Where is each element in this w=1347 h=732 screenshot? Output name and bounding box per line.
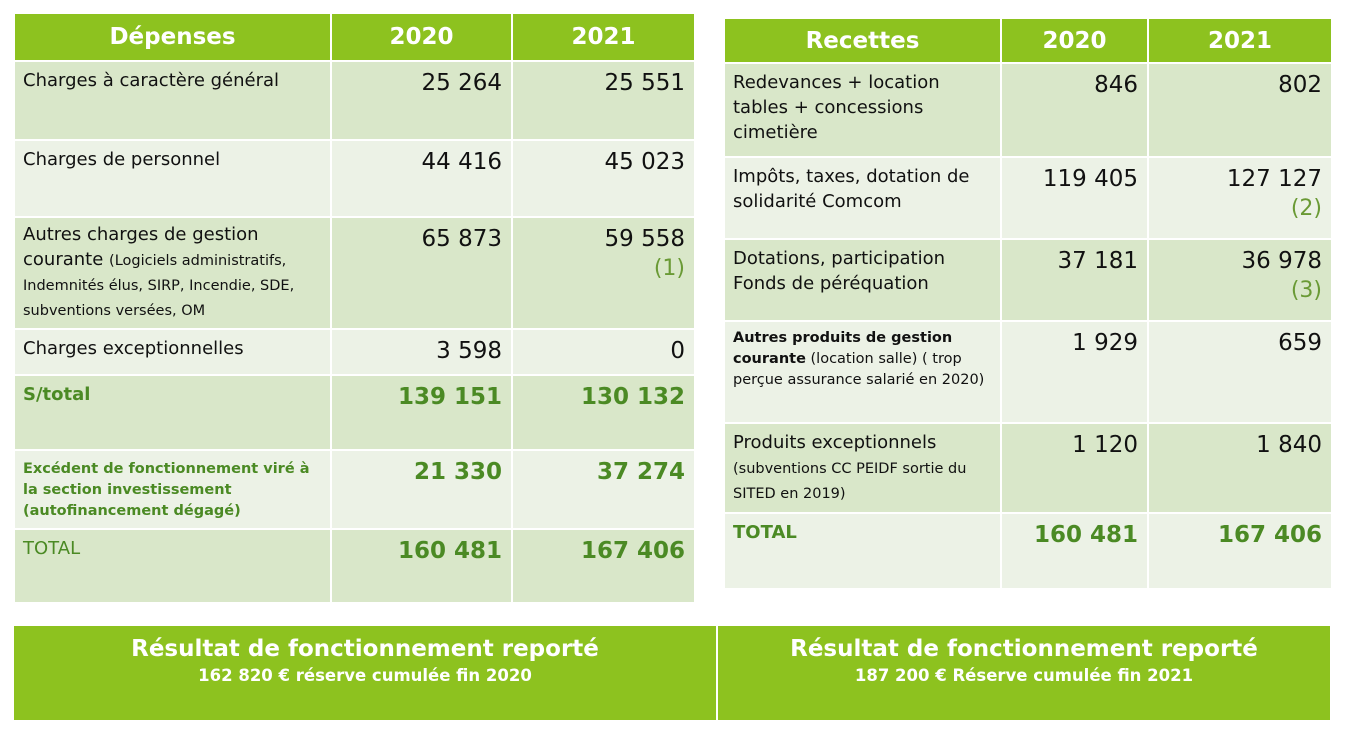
row-label: Charges de personnel xyxy=(13,139,332,218)
table-row: Autres produits de gestion courante (loc… xyxy=(723,320,1333,424)
row-label: TOTAL xyxy=(13,528,332,604)
result-title: Résultat de fonctionnement reporté xyxy=(790,636,1258,662)
label-detail: (Logiciels administratifs, Indemnités él… xyxy=(23,253,295,319)
header-depenses: Dépenses xyxy=(13,12,332,62)
label-main: Produits exceptionnels xyxy=(733,432,937,453)
depenses-table: Dépenses 2020 2021 Charges à caractère gén… xyxy=(13,12,696,604)
value-2021: 45 023 xyxy=(511,139,696,218)
header-2021: 2021 xyxy=(1147,17,1333,64)
value-2020: 119 405 xyxy=(1000,156,1149,240)
value-2021: 37 274 xyxy=(511,449,696,530)
row-label: TOTAL xyxy=(723,512,1002,590)
footnote-ref: (3) xyxy=(1290,278,1322,303)
result-title: Résultat de fonctionnement reporté xyxy=(131,636,599,662)
footnote-ref: (2) xyxy=(1290,196,1322,221)
table-row: Redevances + location tables + concessio… xyxy=(723,62,1333,158)
label-main: Autres charges de gestion courante xyxy=(23,224,259,270)
value-2021: 36 978 (3) xyxy=(1147,238,1333,322)
value-2021: 25 551 xyxy=(511,60,696,141)
row-label: Autres produits de gestion courante (loc… xyxy=(723,320,1002,424)
value-2021: 127 127 (2) xyxy=(1147,156,1333,240)
row-label: Dotations, participation Fonds de péréqu… xyxy=(723,238,1002,322)
value-2021: 167 406 xyxy=(1147,512,1333,590)
value-2020: 65 873 xyxy=(330,216,513,330)
table-row: Charges à caractère général 25 264 25 551 xyxy=(13,60,696,141)
row-label: Redevances + location tables + concessio… xyxy=(723,62,1002,158)
value-2020: 1 120 xyxy=(1000,422,1149,514)
value-2021: 130 132 xyxy=(511,374,696,451)
row-label: Excédent de fonctionnement viré à la sec… xyxy=(13,449,332,530)
table-row: Excédent de fonctionnement viré à la sec… xyxy=(13,449,696,530)
value-2020: 25 264 xyxy=(330,60,513,141)
value: 127 127 xyxy=(1226,166,1322,192)
row-label: Produits exceptionnels (subventions CC PE… xyxy=(723,422,1002,514)
result-subtitle: 162 820 € réserve cumulée fin 2020 xyxy=(198,666,532,685)
table-row: Autres charges de gestion courante (Logi… xyxy=(13,216,696,330)
value-2020: 846 xyxy=(1000,62,1149,158)
table-row: Dotations, participation Fonds de péréqu… xyxy=(723,238,1333,322)
table-row: Produits exceptionnels (subventions CC PE… xyxy=(723,422,1333,514)
value-2020: 21 330 xyxy=(330,449,513,530)
value-2021: 59 558 (1) xyxy=(511,216,696,330)
result-subtitle: 187 200 € Réserve cumulée fin 2021 xyxy=(854,666,1194,685)
row-label: S/total xyxy=(13,374,332,451)
table-row: Charges exceptionnelles 3 598 0 xyxy=(13,328,696,376)
value-2020: 37 181 xyxy=(1000,238,1149,322)
result-box-2021: Résultat de fonctionnement reporté 187 2… xyxy=(718,626,1330,720)
value-2020: 139 151 xyxy=(330,374,513,451)
footnote-ref: (1) xyxy=(653,256,685,281)
row-label: Charges exceptionnelles xyxy=(13,328,332,376)
row-label: Impôts, taxes, dotation de solidarité Co… xyxy=(723,156,1002,240)
value-2020: 3 598 xyxy=(330,328,513,376)
value-2021: 802 xyxy=(1147,62,1333,158)
row-label: Autres charges de gestion courante (Logi… xyxy=(13,216,332,330)
label-detail: (subventions CC PEIDF sortie du SITED en… xyxy=(733,461,967,502)
header-2020: 2020 xyxy=(330,12,513,62)
subtotal-row: S/total 139 151 130 132 xyxy=(13,374,696,451)
header-2021: 2021 xyxy=(511,12,696,62)
value-2021: 1 840 xyxy=(1147,422,1333,514)
total-row: TOTAL 160 481 167 406 xyxy=(13,528,696,604)
value-2020: 1 929 xyxy=(1000,320,1149,424)
value: 36 978 xyxy=(1241,248,1322,274)
label-detail: (location salle) ( trop perçue assurance… xyxy=(733,351,985,388)
row-label: Charges à caractère général xyxy=(13,60,332,141)
value-2021: 167 406 xyxy=(511,528,696,604)
total-row: TOTAL 160 481 167 406 xyxy=(723,512,1333,590)
value-2020: 160 481 xyxy=(330,528,513,604)
recettes-table: Recettes 2020 2021 Redevances + location t… xyxy=(723,17,1333,590)
header-2020: 2020 xyxy=(1000,17,1149,64)
label-main: Autres produits de gestion courante xyxy=(733,330,953,367)
table-row: Charges de personnel 44 416 45 023 xyxy=(13,139,696,218)
table-row: Impôts, taxes, dotation de solidarité Co… xyxy=(723,156,1333,240)
header-recettes: Recettes xyxy=(723,17,1002,64)
result-box-2020: Résultat de fonctionnement reporté 162 8… xyxy=(14,626,716,720)
value-2021: 659 xyxy=(1147,320,1333,424)
value-2020: 160 481 xyxy=(1000,512,1149,590)
value: 59 558 xyxy=(604,226,685,252)
value-2020: 44 416 xyxy=(330,139,513,218)
value-2021: 0 xyxy=(511,328,696,376)
